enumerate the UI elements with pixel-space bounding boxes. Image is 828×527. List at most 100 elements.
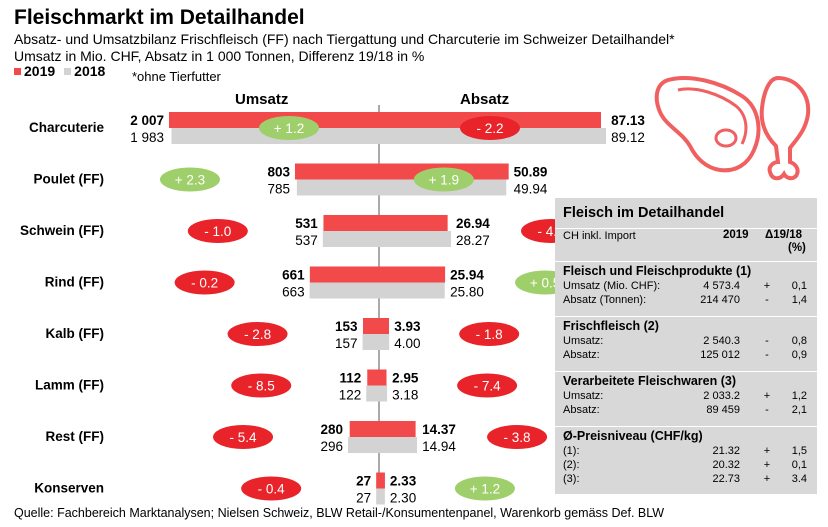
bar-absatz-2019-schwein-ff [379,215,448,231]
source-note: Quelle: Fachbereich Marktanalysen; Niels… [14,506,665,520]
value-absatz-2019-charcuterie: 87.13 [611,113,645,128]
info-box-row: Umsatz (Mio. CHF): 4 573.4 +0,1 [555,280,817,295]
info-box-row-value: 2 540.3 [703,335,740,347]
bar-umsatz-2018-schwein-ff [322,231,379,247]
info-box-row-label: Absatz: [563,349,600,361]
chart-subtitle-line1: Absatz- und Umsatzbilanz Frischfleisch (… [14,31,675,47]
value-absatz-2019-poulet-ff: 50.89 [514,165,548,180]
badge-umsatz-diff-lamm-ff [231,373,292,398]
value-umsatz-2019-lamm-ff: 112 [339,371,361,386]
category-label-poulet-ff: Poulet (FF) [34,172,105,187]
badge-absatz-diff-poulet-ff [413,167,474,192]
bar-umsatz-2018-poulet-ff [296,179,379,196]
bar-umsatz-2019-konserven [376,472,379,489]
badge-absatz-diff-label-kalb-ff: - 1.8 [476,327,503,342]
info-box-row-label: Umsatz: [563,390,604,402]
bar-absatz-2018-konserven [379,488,385,505]
info-box-title: Fleisch im Detailhandel [563,205,725,221]
value-umsatz-2018-kalb-ff: 157 [335,336,358,351]
info-box-row-pct: 0,1 [791,459,807,471]
info-box-row-sign: - [765,294,769,306]
info-box-row-sign: + [763,280,771,292]
bar-umsatz-2018-kalb-ff [362,334,379,350]
info-box-row-pct: 1,5 [791,445,807,457]
category-label-lamm-ff: Lamm (FF) [35,378,104,393]
info-box-row-sign: - [765,335,769,347]
bar-absatz-2019-rest-ff [379,421,416,437]
info-box-section-title: Fleisch und Fleischprodukte (1) [563,264,752,278]
info-box-fleisch-detailhandel: Fleisch im Detailhandel CH inkl. Import 20… [555,198,817,494]
bar-umsatz-2018-rind-ff [309,282,379,299]
info-box-row: Umsatz: 2 033.2 +1,2 [555,390,817,405]
info-box-row: Absatz: 89 459 - 2,1 [555,404,817,419]
category-label-charcuterie: Charcuterie [29,120,105,135]
value-umsatz-2018-schwein-ff: 537 [295,233,318,248]
info-box-row-value: 89 459 [706,404,740,416]
badge-umsatz-diff-kalb-ff [227,322,288,346]
info-box-row-value: 20.32 [712,459,740,471]
chart-title: Fleischmarkt im Detailhandel [14,6,305,29]
info-box-row-value: 21.32 [712,445,740,457]
info-box-row-sign: + [763,390,771,402]
bar-umsatz-2018-konserven [376,488,379,505]
value-umsatz-2018-poulet-ff: 785 [267,182,290,197]
value-absatz-2018-konserven: 2.30 [390,491,416,506]
info-box-row-label: (2): [563,459,580,471]
bar-umsatz-2018-rest-ff [348,437,379,453]
badge-absatz-diff-lamm-ff [457,373,518,398]
info-box-row-pct: 1,2 [791,390,807,402]
value-absatz-2018-poulet-ff: 49.94 [514,182,548,197]
bar-absatz-2019-konserven [379,472,385,489]
value-umsatz-2018-konserven: 27 [356,491,371,506]
info-box-row-label: (3): [563,473,580,485]
category-label-kalb-ff: Kalb (FF) [46,326,105,341]
info-box-col-diff: Δ19/18 [765,229,803,241]
category-label-rind-ff: Rind (FF) [45,275,104,290]
info-box-row-value: 22.73 [712,473,740,485]
value-absatz-2018-kalb-ff: 4.00 [394,336,420,351]
value-absatz-2018-rind-ff: 25.80 [450,285,484,300]
info-box-row: Absatz: 125 012 - 0,9 [555,349,817,364]
legend-item-2019: 2019 [14,63,55,79]
value-umsatz-2019-rest-ff: 280 [320,422,343,437]
info-box-row-label: Absatz: [563,404,600,416]
info-box-row: Absatz (Tonnen): 214 470 - 1,4 [555,294,817,309]
badge-umsatz-diff-charcuterie [259,116,319,140]
bar-absatz-2019-rind-ff [379,266,446,283]
info-box-row-label: Umsatz (Mio. CHF): [563,280,661,292]
badge-absatz-diff-label-konserven: + 1.2 [470,482,500,497]
info-box-row-pct: 0,8 [791,335,807,347]
badge-umsatz-diff-konserven [241,476,302,501]
value-umsatz-2018-rind-ff: 663 [282,285,305,300]
badge-umsatz-diff-label-kalb-ff: - 2.8 [244,327,271,342]
info-box-row-pct: 0,9 [791,349,807,361]
info-box-row: (1): 21.32 +1,5 [555,445,817,460]
badge-absatz-diff-charcuterie [460,116,520,140]
badge-absatz-diff-label-charcuterie: - 2.2 [476,121,503,136]
info-box-row-pct: 1,4 [791,294,807,306]
value-umsatz-2019-rind-ff: 661 [282,268,305,283]
bar-umsatz-2019-rest-ff [349,421,379,437]
value-absatz-2018-schwein-ff: 28.27 [456,233,490,248]
info-box-row-pct: 2,1 [791,404,807,416]
value-umsatz-2019-poulet-ff: 803 [267,165,290,180]
info-box-col-unit: (%) [788,242,806,254]
info-box-col-year: 2019 [723,229,749,241]
legend-label-2018: 2018 [74,63,106,79]
info-box-row-value: 2 033.2 [703,390,740,402]
bar-absatz-2018-rest-ff [379,437,418,453]
bar-absatz-2018-rind-ff [379,282,445,299]
bar-umsatz-2018-lamm-ff [366,385,379,402]
bar-absatz-2019-kalb-ff [379,318,390,334]
bar-umsatz-2019-lamm-ff [367,369,379,386]
value-umsatz-2019-schwein-ff: 531 [295,216,318,231]
info-box-row-label: (1): [563,445,580,457]
badge-umsatz-diff-rest-ff [213,425,274,449]
info-box-row-pct: 3.4 [791,473,807,485]
info-box-section-title: Ø-Preisniveau (CHF/kg) [563,429,703,443]
badge-umsatz-diff-label-rest-ff: - 5.4 [230,430,258,445]
bar-umsatz-2019-poulet-ff [294,163,379,180]
info-box-subtitle: CH inkl. Import [563,230,636,242]
legend-item-2018: 2018 [64,63,105,79]
